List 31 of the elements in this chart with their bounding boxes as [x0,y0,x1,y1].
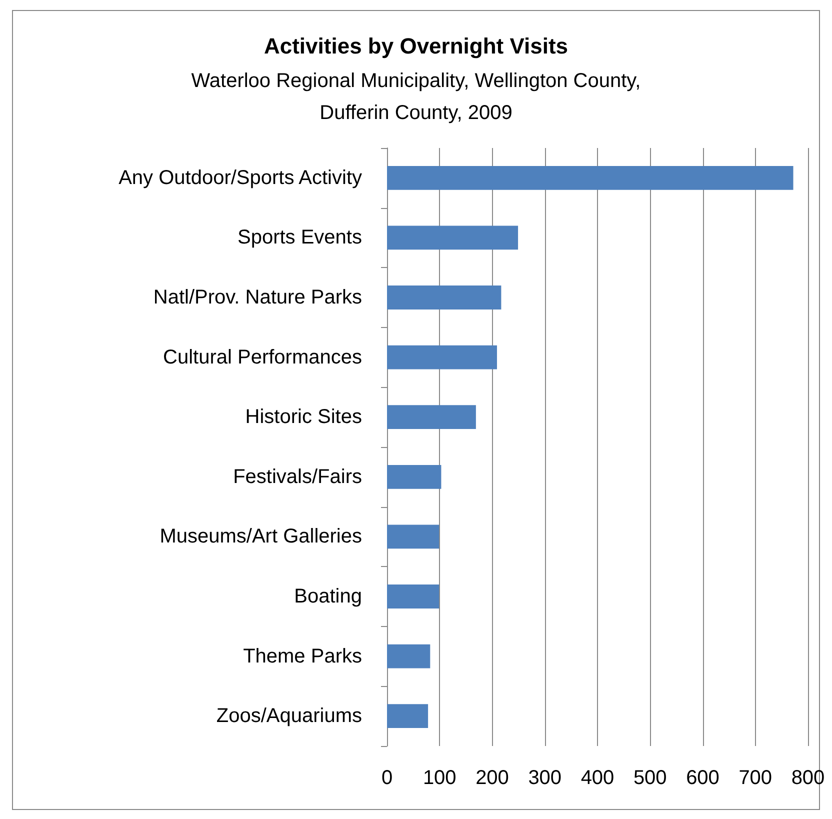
y-tick-label: Sports Events [237,226,362,249]
bar [387,644,430,668]
bar [387,524,440,549]
y-tick-label: Zoos/Aquariums [216,705,362,728]
bar [387,345,497,370]
y-tick-label: Theme Parks [243,645,362,668]
bar [387,286,502,310]
x-tick-label: 600 [686,767,720,789]
chart-title: Activities by Overnight Visits [264,34,568,58]
y-tick-label: Boating [294,586,362,608]
bar [387,166,794,190]
y-tick-label: Any Outdoor/Sports Activity [118,166,362,189]
y-tick-label: Natl/Prov. Nature Parks [153,286,362,308]
x-tick-label: 500 [633,767,667,789]
bar [387,704,428,728]
y-tick-label: Festivals/Fairs [233,466,362,488]
bar [387,226,518,250]
bar [387,464,442,489]
x-tick-label: 200 [476,767,509,789]
y-tick-label: Museums/Art Galleries [160,526,362,548]
bar [387,405,476,430]
x-tick-label: 0 [381,767,393,789]
y-tick-label: Cultural Performances [163,346,362,368]
bar [387,584,440,608]
y-tick-label: Historic Sites [245,406,362,428]
x-tick-label: 100 [422,767,456,789]
x-tick-label: 300 [528,767,562,789]
x-tick-label: 800 [791,767,825,789]
x-tick-label: 700 [738,767,772,789]
x-tick-label: 400 [580,767,614,789]
chart-subtitle: Waterloo Regional Municipality, Wellington County, Dufferin County, 2009 [191,70,641,124]
